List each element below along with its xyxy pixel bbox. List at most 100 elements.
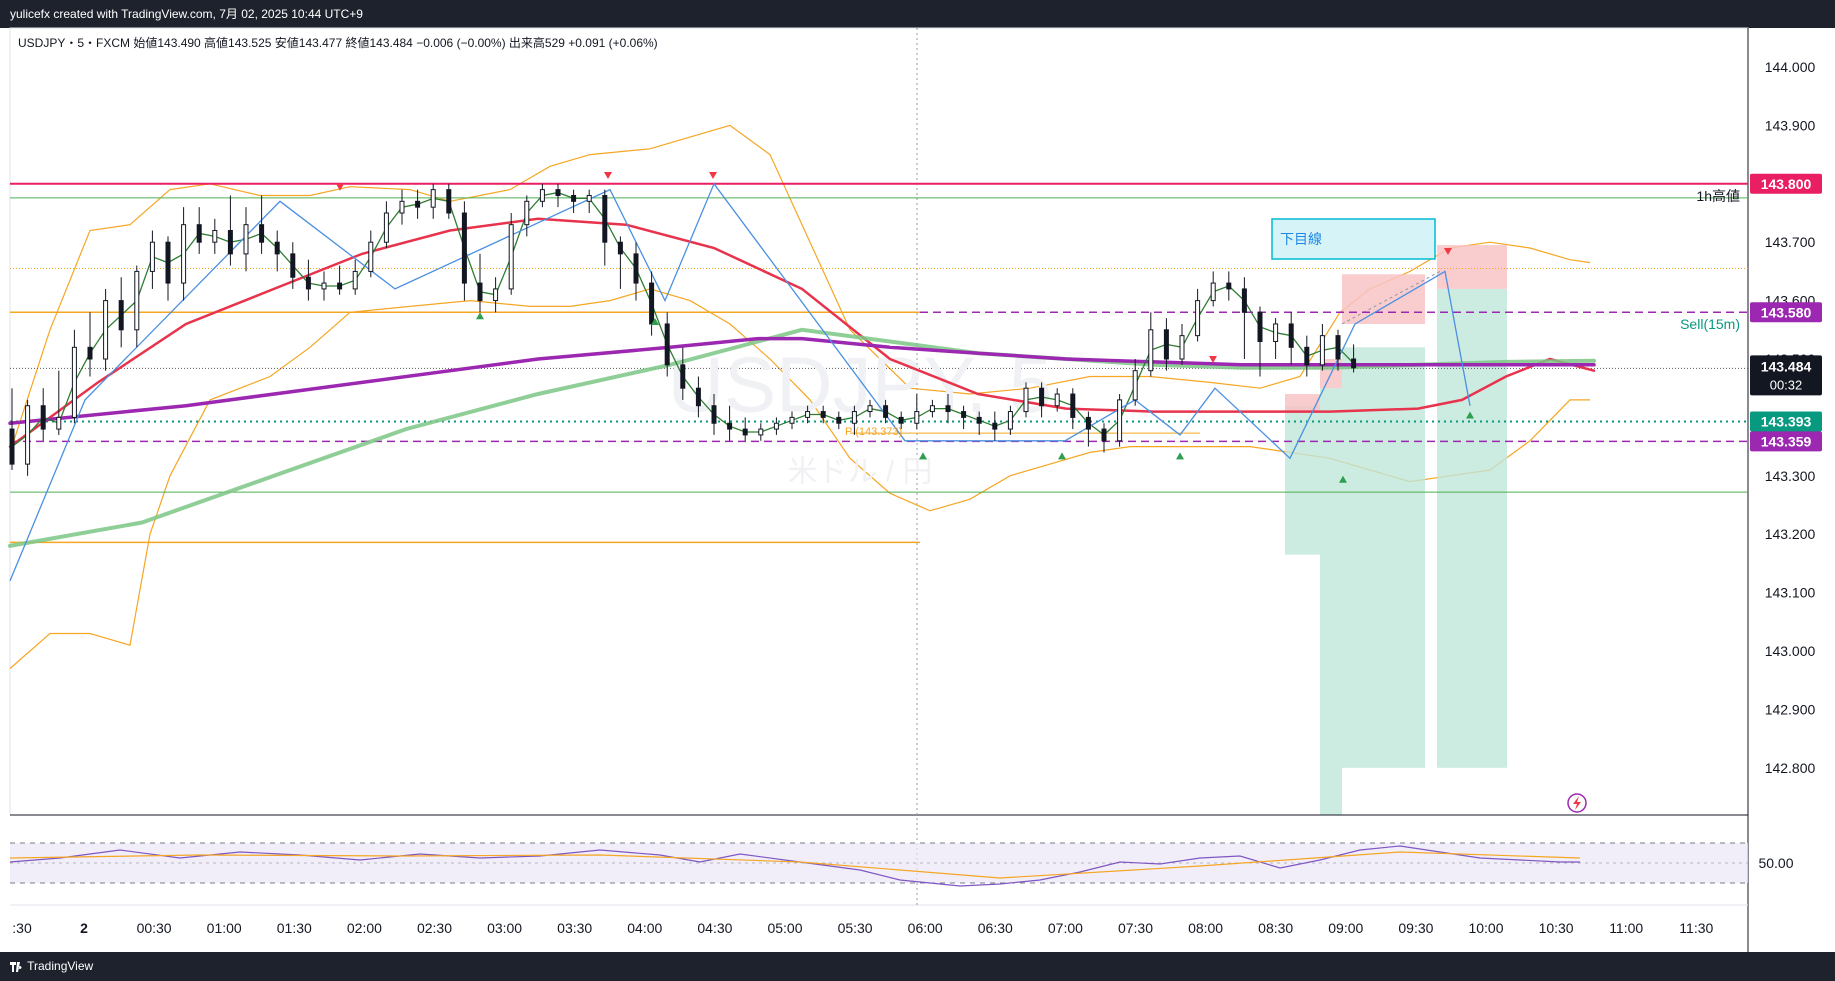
candle-body	[149, 241, 155, 272]
candle-body	[337, 282, 343, 290]
candle-body	[758, 428, 764, 436]
y-tick-label: 143.100	[1765, 585, 1816, 601]
y-tick-label: 143.900	[1765, 117, 1816, 133]
candle-body	[649, 282, 655, 325]
bottom-brand-bar: TradingView	[0, 952, 1835, 981]
x-tick-label: 11:00	[1609, 920, 1643, 936]
candle-body	[56, 416, 62, 430]
candle-body	[508, 224, 514, 290]
candle-body	[25, 405, 31, 465]
candle-body	[898, 416, 904, 424]
candle-body	[929, 405, 935, 413]
candle-body	[1085, 416, 1091, 430]
watermark-name: 米ドル / 円	[787, 456, 932, 489]
price-label-bg	[1750, 411, 1822, 432]
candle-body	[493, 288, 499, 302]
candle-body	[305, 276, 311, 290]
candle-body	[1195, 300, 1201, 337]
x-tick-label: 10:00	[1468, 920, 1503, 936]
candle-body	[1226, 282, 1232, 290]
peak-marker	[709, 172, 717, 180]
candle-body	[40, 405, 46, 430]
peak-marker	[604, 172, 612, 180]
candle-body	[867, 405, 873, 413]
candle-body	[1054, 393, 1060, 407]
candle-body	[71, 346, 77, 418]
candle-body	[961, 411, 967, 418]
credit-text: yulicefx created with TradingView.com, 7…	[10, 7, 363, 21]
sl-zone-3	[1342, 274, 1425, 324]
x-tick-label: 05:00	[767, 920, 802, 936]
candle-body	[805, 411, 811, 418]
candle-body	[914, 411, 920, 424]
annotation-box	[1271, 218, 1436, 260]
x-tick-label: 07:30	[1118, 920, 1153, 936]
x-tick-label: 01:00	[207, 920, 242, 936]
candle-body	[1023, 387, 1029, 413]
candle-body	[399, 200, 405, 214]
trade-path	[1341, 270, 1441, 325]
candle-body	[212, 230, 218, 243]
trough-marker	[1339, 475, 1347, 483]
alert-icon	[1567, 793, 1587, 813]
x-tick-label: :30	[12, 920, 32, 936]
candle-body	[711, 405, 717, 424]
candle-body	[446, 189, 452, 214]
peak-marker	[1444, 247, 1452, 255]
candle-body	[1179, 335, 1185, 360]
trough-marker	[1058, 452, 1066, 460]
x-tick-label: 11:30	[1679, 920, 1713, 936]
annotation-box-label: 下目線	[1280, 231, 1322, 247]
x-tick-label: 04:30	[697, 920, 732, 936]
candle-body	[227, 230, 233, 255]
candle-body	[259, 224, 265, 243]
y-tick-label: 142.800	[1765, 760, 1816, 776]
price-label-text: 143.393	[1761, 413, 1812, 429]
x-tick-label: 03:00	[487, 920, 522, 936]
candle-body	[617, 241, 623, 255]
candle-body	[680, 364, 686, 389]
y-tick-label: 143.000	[1765, 643, 1816, 659]
trough-marker	[476, 312, 484, 320]
candle-body	[134, 270, 140, 331]
x-tick-label: 02:30	[417, 920, 452, 936]
candle-body	[1132, 370, 1138, 401]
pivot-label: P (143.373)	[845, 426, 902, 438]
x-tick-label: 09:30	[1398, 920, 1433, 936]
price-label-text: 143.800	[1761, 176, 1812, 192]
x-tick-label: 01:30	[277, 920, 312, 936]
y-tick-label: 144.000	[1765, 59, 1816, 75]
candle-body	[539, 189, 545, 202]
trough-marker	[919, 452, 927, 460]
candle-body	[1319, 335, 1325, 366]
horizontal-levels	[10, 182, 1748, 544]
candle-body	[820, 411, 826, 418]
countdown-text: 00:32	[1770, 377, 1803, 392]
candle-body	[1070, 393, 1076, 418]
candle-body	[181, 224, 187, 284]
candle-body	[1288, 323, 1294, 348]
candle-body	[633, 253, 639, 284]
peak-marker	[1209, 356, 1217, 363]
candle-body	[1117, 399, 1123, 442]
candle-body	[1163, 329, 1169, 360]
candle-body	[118, 300, 124, 331]
candle-body	[243, 224, 249, 255]
candle-body	[742, 428, 748, 436]
price-label-bg	[1750, 431, 1822, 452]
tp-zone-1	[1285, 405, 1320, 555]
candle-body	[352, 270, 358, 290]
y-tick-label: 143.700	[1765, 234, 1816, 250]
price-label-text: 143.580	[1761, 304, 1812, 320]
candle-body	[1148, 329, 1154, 372]
candle-body	[165, 241, 171, 284]
candle-body	[992, 422, 998, 430]
candle-body	[1101, 428, 1107, 442]
sell-label: Sell(15m)	[1680, 316, 1740, 332]
candle-body	[976, 416, 982, 424]
candle-body	[571, 194, 577, 202]
last-price-bg	[1750, 355, 1822, 396]
rsi-ma-line	[9, 851, 1581, 879]
candle-body	[1039, 387, 1045, 407]
